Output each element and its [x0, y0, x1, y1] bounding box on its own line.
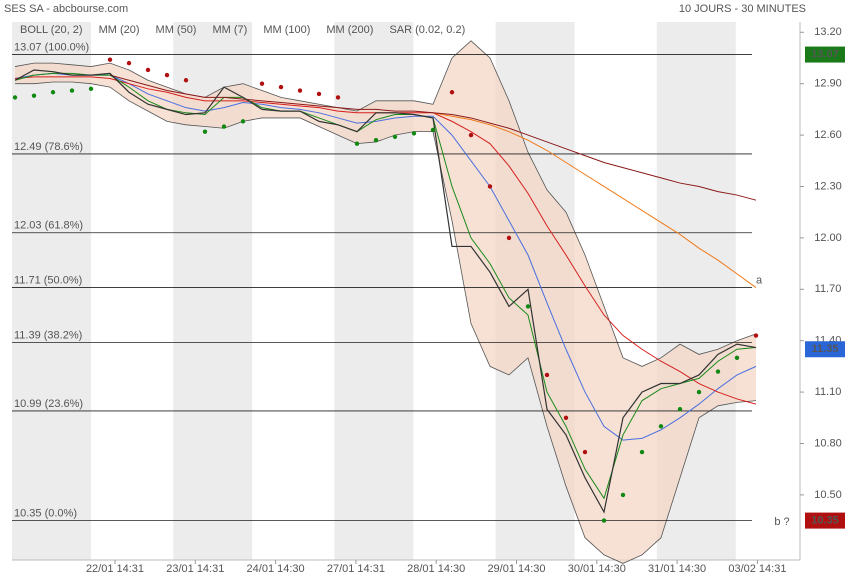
x-tick-label: 03/02 14:31 — [728, 563, 786, 575]
sar-dot — [639, 449, 645, 455]
y-tick-label: 12.30 — [814, 180, 842, 192]
sar-dot — [430, 127, 436, 133]
sar-dot — [221, 124, 227, 129]
price-tag-label: 11.35 — [812, 343, 839, 355]
fib-label: 12.49 (78.6%) — [14, 141, 83, 153]
fib-label: 10.35 (0.0%) — [14, 507, 77, 519]
y-tick-label: 11.10 — [815, 386, 842, 398]
sar-dot — [202, 129, 208, 134]
y-tick-label: 12.60 — [814, 129, 842, 141]
x-tick-label: 28/01 14:30 — [407, 563, 465, 575]
sar-dot — [335, 95, 341, 100]
price-tag — [805, 512, 845, 529]
price-tag — [805, 341, 845, 358]
price-line — [14, 69, 757, 514]
x-tick-label: 23/01 14:31 — [166, 563, 224, 575]
legend-entry: MM (20) — [99, 24, 140, 36]
fib-label: 10.99 (23.6%) — [14, 398, 83, 410]
fib-label: 13.07 (100.0%) — [14, 41, 89, 53]
x-tick-label: 31/01 14:30 — [648, 563, 706, 575]
sar-dot — [563, 415, 569, 420]
y-tick-label: 10.80 — [814, 437, 842, 449]
chart-title: SES SA - abcbourse.com — [4, 3, 128, 15]
annotation: a — [756, 275, 763, 287]
fib-label: 12.03 (61.8%) — [14, 220, 83, 232]
day-band — [12, 22, 91, 560]
legend-entry: MM (200) — [326, 24, 373, 36]
y-tick-label: 12.00 — [814, 232, 842, 244]
sar-dot — [316, 91, 322, 97]
sar-dot — [50, 90, 56, 95]
sar-dot — [88, 86, 94, 92]
sar-dot — [297, 88, 303, 93]
sar-dot — [164, 72, 170, 78]
y-tick-label: 11.70 — [815, 283, 842, 295]
x-tick-label: 29/01 14:30 — [487, 563, 545, 575]
sar-dot — [278, 84, 284, 90]
sar-dot — [487, 184, 493, 189]
sar-dot — [392, 134, 398, 139]
bollinger-upper — [14, 40, 757, 367]
sar-dot — [658, 424, 664, 429]
legend-entry: MM (100) — [263, 24, 310, 36]
sar-dot — [601, 518, 607, 523]
sar-dot — [69, 88, 75, 93]
annotation: b ? — [774, 516, 789, 528]
chart-subtitle: 10 JOURS - 30 MINUTES — [679, 3, 806, 15]
sar-dot — [677, 407, 683, 412]
moving-average — [109, 74, 757, 201]
x-tick-label: 22/01 14:31 — [86, 563, 144, 575]
fib-label: 11.71 (50.0%) — [14, 274, 82, 286]
sar-dot — [259, 81, 265, 86]
moving-average — [14, 72, 757, 441]
sar-dot — [183, 78, 189, 83]
sar-dot — [449, 90, 455, 95]
sar-dot — [696, 389, 702, 395]
sar-dot — [620, 492, 626, 498]
x-tick-label: 27/01 14:31 — [327, 563, 385, 575]
sar-dot — [145, 67, 151, 73]
sar-dot — [715, 369, 721, 374]
sar-dot — [582, 449, 588, 455]
x-tick-label: 24/01 14:30 — [247, 563, 305, 575]
legend-entry: MM (50) — [156, 24, 197, 36]
sar-dot — [411, 131, 417, 136]
sar-dot — [12, 95, 18, 100]
moving-average — [14, 72, 757, 500]
sar-dot — [525, 304, 531, 309]
y-tick-label: 10.50 — [814, 489, 842, 501]
sar-dot — [506, 235, 512, 241]
sar-dot — [373, 138, 379, 143]
sar-dot — [734, 355, 740, 361]
sar-dot — [240, 119, 246, 124]
sar-dot — [31, 93, 37, 98]
bollinger-area — [15, 40, 756, 564]
legend-entry: SAR (0.02, 0.2) — [389, 24, 465, 36]
sar-dot — [354, 141, 360, 146]
sar-dot — [126, 60, 132, 66]
fib-label: 11.39 (38.2%) — [14, 329, 82, 341]
sar-dot — [107, 57, 113, 62]
y-tick-label: 13.20 — [814, 26, 842, 38]
x-tick-label: 30/01 14:30 — [568, 563, 626, 575]
y-tick-label: 12.90 — [814, 78, 842, 90]
legend-entry: BOLL (20, 2) — [20, 24, 83, 36]
bollinger-lower — [15, 81, 757, 564]
moving-average — [432, 112, 757, 288]
price-tag-label: 10.35 — [811, 514, 839, 526]
price-tag — [805, 46, 845, 63]
legend-entry: MM (7) — [212, 24, 247, 36]
sar-dot — [468, 132, 474, 138]
sar-dot — [544, 372, 550, 378]
price-tag-label: 13.07 — [811, 48, 839, 60]
sar-dot — [753, 333, 759, 338]
